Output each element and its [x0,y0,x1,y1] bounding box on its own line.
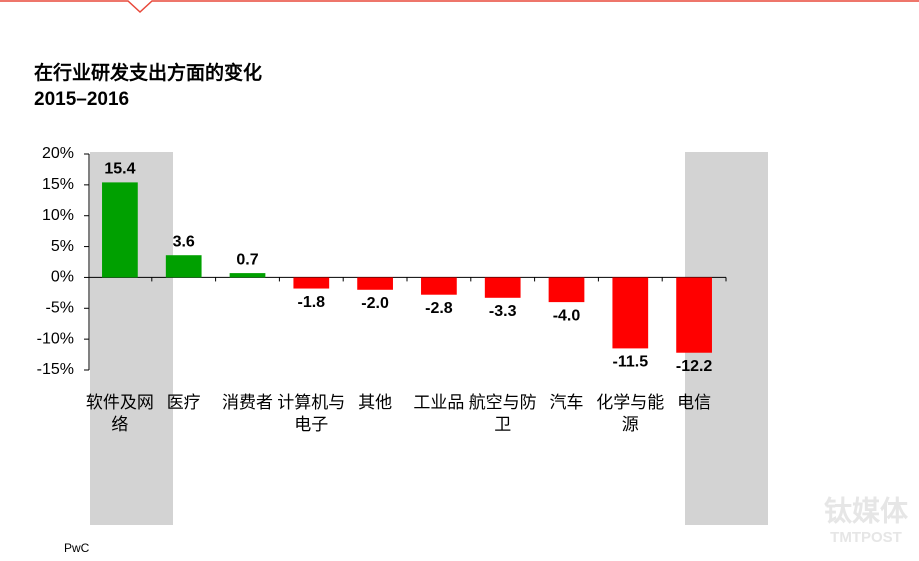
y-tick-label: 15% [42,176,74,193]
x-tick-label: 航空与防卫 [468,393,537,434]
x-tick-label: 汽车 [549,393,584,412]
value-label: 0.7 [236,251,258,268]
y-tick-label: 10% [42,207,74,224]
x-tick-label: 其他 [358,393,393,412]
bar [421,277,457,295]
value-label: 15.4 [104,161,135,178]
bar [548,277,585,303]
chart-title: 在行业研发支出方面的变化 [34,61,262,84]
watermark-sub: TMTPOST [830,529,902,546]
y-tick-label: -5% [46,300,74,317]
top-rule [0,0,919,14]
x-tick-label: 软件及网络 [85,393,154,434]
bar [229,273,266,278]
bar [484,277,521,298]
value-label: -12.2 [676,358,713,375]
bar [357,277,393,290]
value-label: -2.8 [425,300,453,317]
x-tick-label: 计算机与电子 [277,393,346,434]
chart-subtitle: 2015–2016 [34,89,129,110]
y-tick-label: 20% [42,145,74,162]
bar [165,255,202,278]
value-label: -2.0 [361,295,389,312]
value-label: -3.3 [489,303,517,320]
x-tick-label: 医疗 [166,393,201,412]
x-tick-label: 工业品 [413,393,465,412]
watermark: 钛媒体 [824,495,909,526]
y-tick-label: -10% [37,330,74,347]
value-label: -4.0 [553,307,581,324]
y-tick-label: 5% [51,238,74,255]
bar [676,277,712,353]
source: PwC [64,541,90,555]
x-tick-label: 化学与能源 [596,393,665,434]
x-tick-label: 电信 [677,393,712,412]
y-tick-label: -15% [37,361,74,378]
value-label: -1.8 [298,294,326,311]
value-label: -11.5 [613,354,649,371]
y-tick-label: 0% [51,269,74,286]
x-tick-label: 消费者 [222,393,273,412]
value-label: 3.6 [173,233,195,250]
bar [612,277,649,349]
bar [293,277,330,289]
bar [102,182,138,278]
